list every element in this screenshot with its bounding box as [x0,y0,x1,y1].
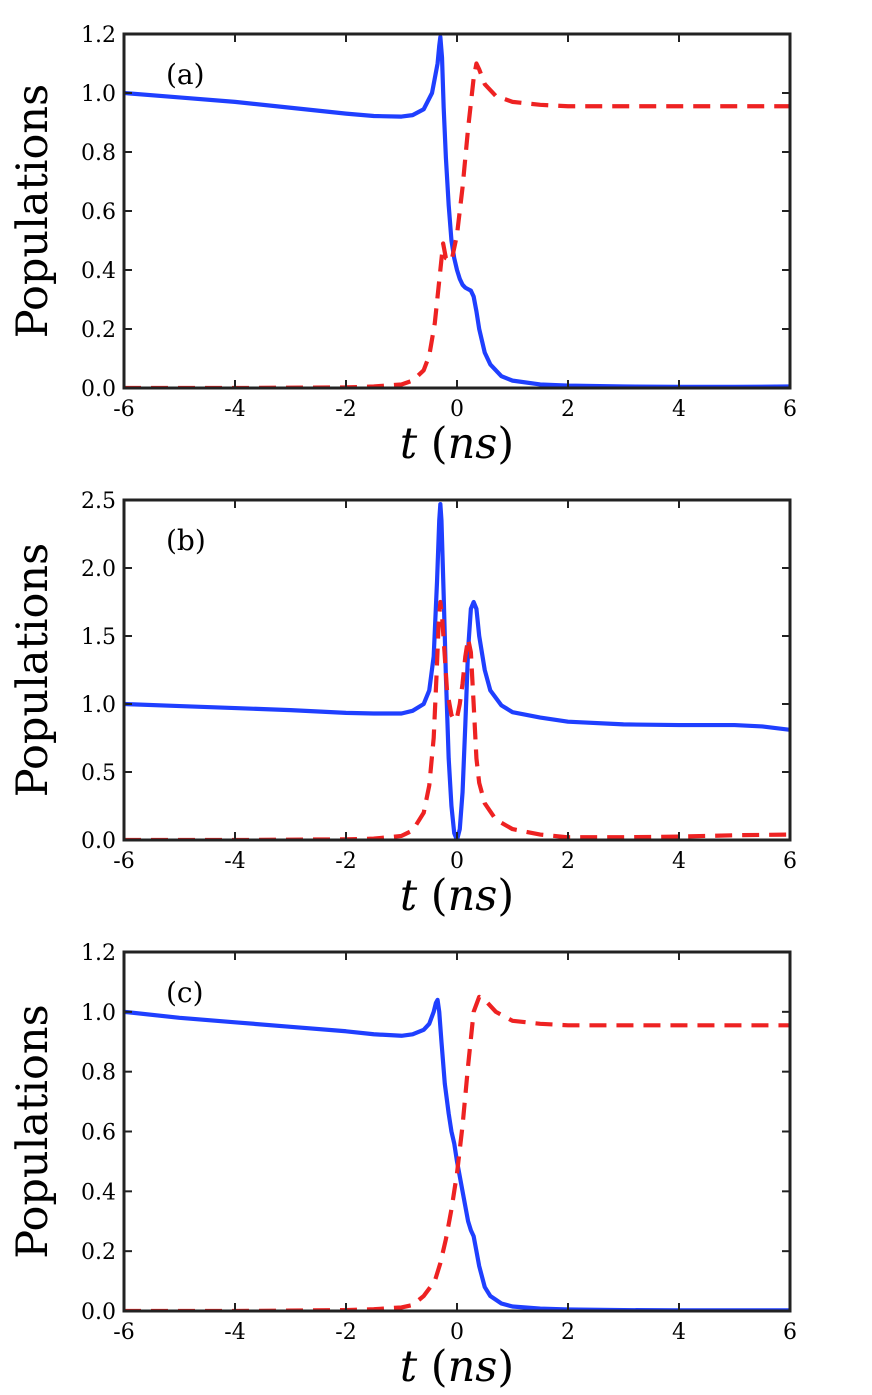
x-tick-label: -4 [224,397,245,422]
plot-frame [122,950,792,1313]
x-axis-paren-close: ) [497,419,514,469]
x-axis-paren-close: ) [497,1342,514,1392]
x-tick-label: 0 [450,397,464,422]
y-axis-title: Populations [8,84,58,338]
series-line-solid [124,34,790,388]
chart-panel-2: -6 -4 -2 0 2 4 6 0.0 0.5 1.0 1.5 2.0 2.5 (b) Populatio… [8,489,797,921]
x-tick-label: -2 [335,397,356,422]
series-line-dashed [124,994,790,1311]
plot-frame [122,498,792,842]
x-tick-label: -6 [113,1320,134,1345]
panel-label: (a) [166,58,205,91]
x-tick-label: 0 [450,1320,464,1345]
y-tick-label: 0.6 [81,1121,116,1146]
y-tick-label: 0.0 [81,377,116,402]
series-line-dashed [124,61,790,388]
x-tick-label: -4 [224,1320,245,1345]
y-tick-label: 0.0 [81,1300,116,1325]
x-axis-title: t (ns) [400,1342,514,1392]
x-axis-paren-open: ( [417,871,447,921]
panel-label: (c) [166,976,204,1009]
y-tick-label: 1.0 [81,1001,116,1026]
x-tick-label: -2 [335,1320,356,1345]
x-axis-var: t [400,1342,418,1392]
x-tick-label: 6 [783,1320,797,1345]
x-axis-unit: ns [448,419,498,469]
x-tick-label: -6 [113,397,134,422]
y-tick-label: 2.5 [81,489,116,514]
x-axis-var: t [400,871,418,921]
series-line-solid [124,997,790,1311]
x-tick-label: -4 [224,849,245,874]
x-axis-title: t (ns) [400,419,514,469]
x-axis-paren-open: ( [417,1342,447,1392]
y-tick-label: 0.4 [81,259,116,284]
x-tick-label: 0 [450,849,464,874]
y-tick-label: 0.8 [81,1061,116,1086]
x-tick-label: 4 [672,849,686,874]
chart-panel-3: -6 -4 -2 0 2 4 6 0.0 0.2 0.4 0.6 0.8 1.0 1.2 (c) Popula… [8,941,797,1392]
x-tick-label: 4 [672,397,686,422]
y-tick-label: 0.0 [81,829,116,854]
x-tick-label: 2 [561,849,575,874]
y-tick-label: 0.2 [81,318,116,343]
series-line-dashed [124,599,790,840]
x-tick-label: 6 [783,849,797,874]
x-axis-paren-close: ) [497,871,514,921]
x-tick-label: -2 [335,849,356,874]
y-axis-title: Populations [8,1004,58,1258]
y-tick-label: 0.4 [81,1180,116,1205]
x-axis-unit: ns [448,871,498,921]
x-axis-paren-open: ( [417,419,447,469]
y-tick-label: 1.0 [81,82,116,107]
panel-label: (b) [166,524,206,557]
x-tick-label: 4 [672,1320,686,1345]
x-tick-label: 2 [561,397,575,422]
x-tick-label: -6 [113,849,134,874]
y-tick-label: 0.5 [81,761,116,786]
x-axis-unit: ns [448,1342,498,1392]
x-axis-title: t (ns) [400,871,514,921]
x-tick-label: 2 [561,1320,575,1345]
y-tick-label: 1.2 [81,23,116,48]
y-tick-label: 0.2 [81,1240,116,1265]
y-tick-label: 1.0 [81,693,116,718]
plot-frame [122,32,792,390]
y-tick-label: 1.2 [81,941,116,966]
series-line-solid [124,501,790,840]
y-tick-label: 1.5 [81,625,116,650]
y-axis-title: Populations [8,543,58,797]
y-tick-label: 0.8 [81,141,116,166]
x-axis-var: t [400,419,418,469]
y-tick-label: 2.0 [81,557,116,582]
x-tick-label: 6 [783,397,797,422]
y-tick-label: 0.6 [81,200,116,225]
chart-panel-1: -6 -4 -2 0 2 4 6 0.0 0.2 0.4 0.6 0.8 1.0 1.2 (a) Popula… [8,23,797,469]
